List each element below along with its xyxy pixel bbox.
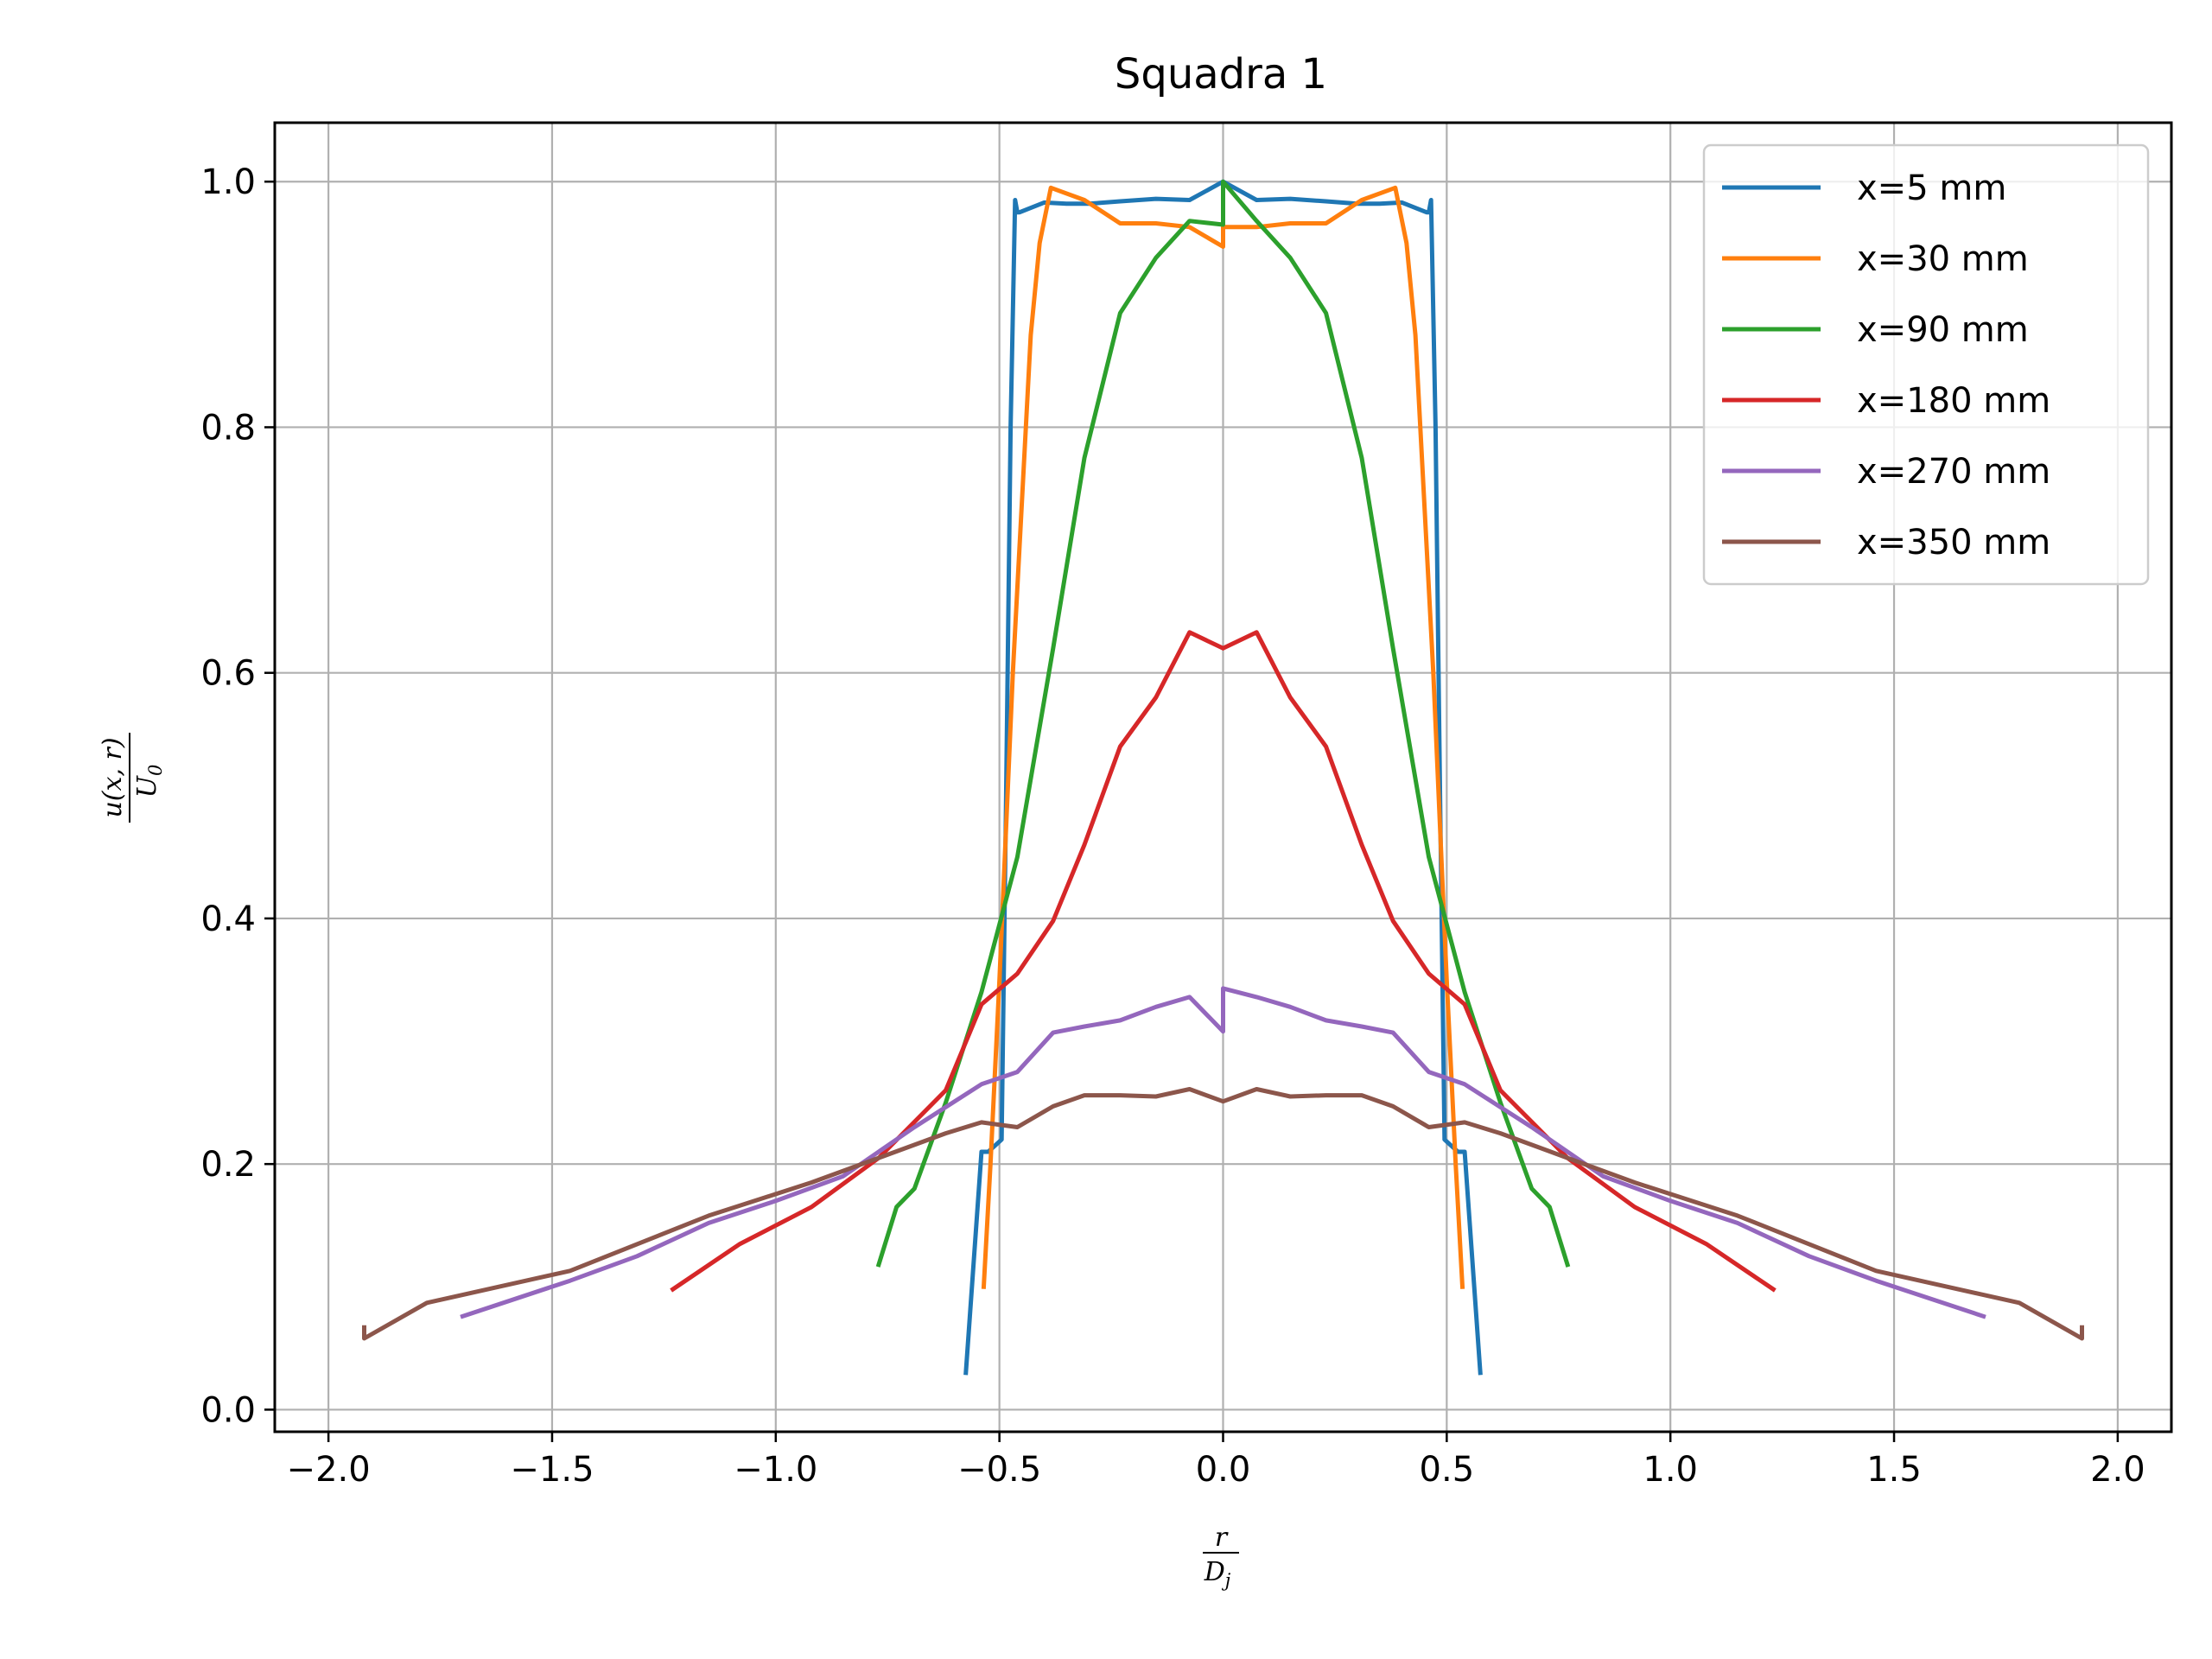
x-axis: −2.0 −1.5 −1.0 −0.5 0.0 0.5 1.0 1.5 2.0	[287, 1432, 2145, 1490]
y-tick-label: 0.8	[200, 408, 256, 448]
legend-frame	[1702, 143, 2150, 586]
legend-label: x=30 mm	[1857, 239, 2029, 279]
y-tick-label: 0.2	[200, 1145, 256, 1185]
legend-item: x=5 mm	[1722, 168, 2006, 208]
y-tick-label: 1.0	[200, 162, 256, 202]
series-line	[460, 986, 1986, 1319]
x-tick-label: −2.0	[287, 1450, 371, 1490]
series-line	[670, 630, 1777, 1293]
legend-label: x=5 mm	[1857, 168, 2006, 208]
y-axis-label-subscript: 0	[145, 765, 166, 776]
x-tick-label: 0.5	[1420, 1450, 1475, 1490]
x-axis-label-subscript: j	[1222, 1570, 1231, 1591]
legend-item: x=270 mm	[1722, 452, 2050, 492]
x-tick-label: 0.0	[1196, 1450, 1251, 1490]
x-tick-label: −0.5	[957, 1450, 1041, 1490]
y-axis: 0.0 0.2 0.4 0.6 0.8 1.0	[200, 162, 275, 1430]
x-tick-label: 1.0	[1643, 1450, 1698, 1490]
legend-item: x=180 mm	[1722, 381, 2050, 421]
y-tick-label: 0.0	[200, 1390, 256, 1430]
legend: x=5 mm x=30 mm x=90 mm x=180 mm x=270 mm x=35…	[1702, 143, 2150, 586]
y-tick-label: 0.6	[200, 654, 256, 694]
legend-item: x=90 mm	[1722, 310, 2029, 350]
x-tick-label: 2.0	[2090, 1450, 2145, 1490]
x-tick-label: −1.0	[734, 1450, 817, 1490]
y-axis-label: u(x, r) U0	[98, 733, 166, 823]
x-tick-label: −1.5	[510, 1450, 594, 1490]
y-axis-label-denominator: U0	[132, 765, 166, 798]
legend-label: x=270 mm	[1857, 452, 2050, 492]
y-tick-label: 0.4	[200, 899, 256, 939]
x-axis-label-numerator: r	[1215, 1522, 1229, 1553]
legend-item: x=350 mm	[1722, 523, 2050, 563]
series-lines	[362, 179, 2084, 1376]
chart-title: Squadra 1	[1115, 50, 1327, 99]
series-line	[362, 1087, 2084, 1341]
legend-label: x=350 mm	[1857, 523, 2050, 563]
x-tick-label: 1.5	[1866, 1450, 1922, 1490]
x-axis-label-denominator: Dj	[1204, 1557, 1231, 1591]
legend-label: x=180 mm	[1857, 381, 2050, 421]
series-line	[875, 179, 1571, 1268]
series-line	[981, 185, 1465, 1289]
x-axis-label: r Dj	[1203, 1522, 1239, 1591]
y-axis-label-numerator: u(x, r)	[98, 737, 128, 817]
legend-item: x=30 mm	[1722, 239, 2029, 279]
legend-label: x=90 mm	[1857, 310, 2029, 350]
